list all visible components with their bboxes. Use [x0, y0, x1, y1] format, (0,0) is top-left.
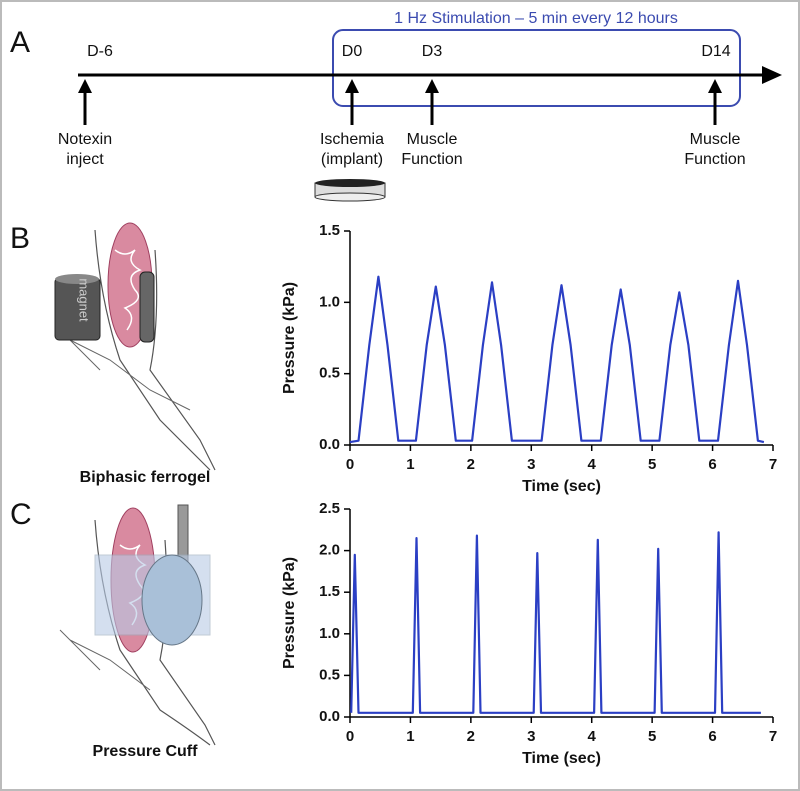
day-label: D-6 [87, 43, 113, 60]
day-label: D14 [701, 43, 730, 60]
ferrogel-illustration: magnet [54, 222, 216, 471]
x-axis-title: Time (sec) [522, 750, 601, 767]
magnet-label: magnet [77, 278, 92, 322]
x-axis-title: Time (sec) [522, 478, 601, 495]
event-label: Function [684, 151, 745, 168]
x-tick-label: 4 [588, 456, 597, 473]
y-tick-label: 0.0 [319, 708, 340, 725]
x-tick-label: 6 [708, 456, 716, 473]
event-label: Muscle [407, 131, 458, 148]
banner: 1 Hz Stimulation – 5 min every 12 hours [394, 10, 678, 27]
x-tick-label: 3 [527, 728, 535, 745]
x-tick-label: 4 [588, 728, 597, 745]
implant [314, 179, 386, 202]
x-tick-label: 5 [648, 728, 656, 745]
stimulation-box [332, 29, 741, 107]
x-tick-label: 2 [467, 456, 475, 473]
day-label: D0 [342, 43, 363, 60]
x-tick-label: 0 [346, 728, 354, 745]
event-label: inject [66, 151, 104, 168]
panel-label: A [10, 26, 30, 59]
day-label: D3 [422, 43, 443, 60]
y-tick-label: 0.5 [319, 365, 340, 382]
caption: Pressure Cuff [93, 743, 199, 760]
x-tick-label: 1 [406, 728, 414, 745]
event-arrowhead [425, 79, 439, 93]
event-arrowhead [78, 79, 92, 93]
y-axis-title: Pressure (kPa) [281, 557, 298, 669]
x-tick-label: 2 [467, 728, 475, 745]
cuff-illustration [59, 504, 216, 746]
x-tick-label: 5 [648, 456, 656, 473]
event-label: Function [401, 151, 462, 168]
pressure-trace [349, 275, 765, 444]
x-tick-label: 6 [708, 728, 716, 745]
event-label: (implant) [321, 151, 383, 168]
x-tick-label: 7 [769, 456, 777, 473]
event-label: Muscle [690, 131, 741, 148]
pressure-trace [350, 531, 761, 714]
y-tick-label: 1.0 [319, 293, 340, 310]
event-label: Ischemia [320, 131, 384, 148]
timeline-points: D-6 Notexin inject D0 Ischemia (implant) D3 Mus… [58, 43, 746, 168]
y-tick-label: 1.5 [319, 583, 340, 600]
event-arrowhead [708, 79, 722, 93]
event-label: Notexin [58, 131, 112, 148]
y-tick-label: 0.0 [319, 436, 340, 453]
y-tick-label: 2.0 [319, 542, 340, 559]
panel-label: C [10, 498, 32, 531]
y-tick-label: 0.5 [319, 666, 340, 683]
arrowhead [762, 66, 782, 84]
x-tick-label: 3 [527, 456, 535, 473]
y-axis-title: Pressure (kPa) [281, 282, 298, 394]
x-tick-label: 7 [769, 728, 777, 745]
x-tick-label: 1 [406, 456, 414, 473]
x-tick-label: 0 [346, 456, 354, 473]
caption: Biphasic ferrogel [80, 469, 211, 486]
y-tick-label: 1.0 [319, 625, 340, 642]
event-arrowhead [345, 79, 359, 93]
panel-label: B [10, 222, 30, 255]
y-tick-label: 2.5 [319, 500, 340, 517]
y-tick-label: 1.5 [319, 222, 340, 239]
